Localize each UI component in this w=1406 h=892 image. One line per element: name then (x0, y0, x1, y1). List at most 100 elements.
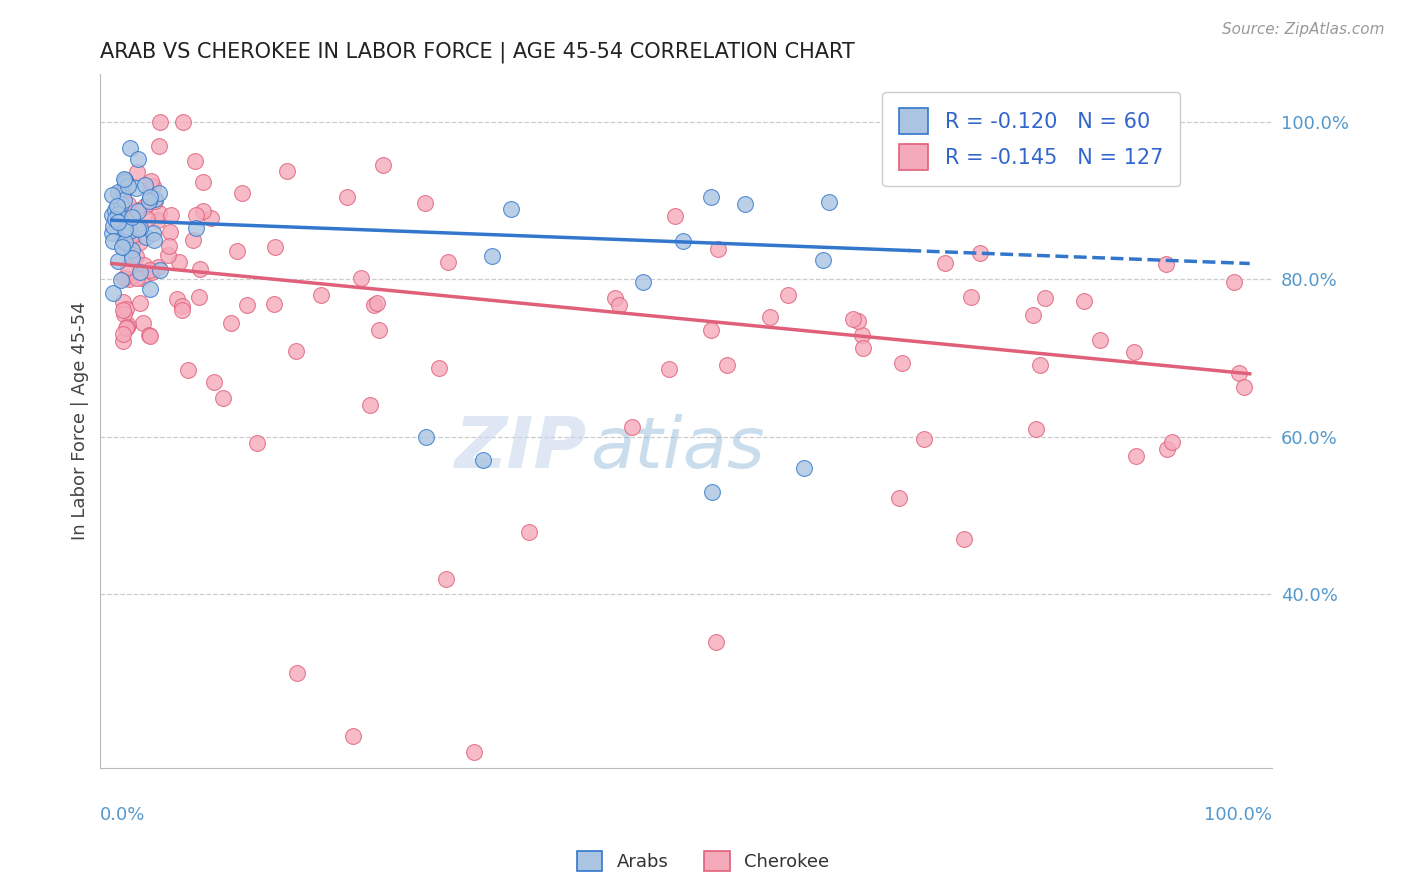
Text: atias: atias (591, 414, 765, 483)
Point (149, 114, 172, 128)
Point (1227, 366, 1250, 380)
Point (101, 208, 124, 222)
Point (953, 533, 976, 547)
Point (122, 232, 145, 246)
Point (121, 211, 143, 225)
Point (146, 260, 169, 274)
Point (231, 186, 253, 200)
Point (415, 430, 437, 444)
Point (114, 175, 136, 189)
Point (134, 200, 156, 214)
Point (108, 212, 131, 227)
Point (112, 295, 135, 310)
Point (115, 321, 138, 335)
Point (148, 139, 170, 153)
Point (115, 320, 138, 334)
Point (118, 225, 141, 239)
Point (350, 270, 373, 285)
Point (128, 265, 150, 279)
Point (112, 229, 135, 244)
Point (111, 240, 134, 254)
Point (118, 141, 141, 155)
Point (101, 226, 124, 240)
Point (157, 248, 180, 262)
Point (112, 217, 135, 231)
Point (121, 251, 143, 265)
Point (700, 485, 723, 500)
Point (226, 244, 249, 258)
Point (125, 270, 148, 285)
Point (811, 252, 834, 267)
Point (127, 153, 149, 167)
Point (245, 435, 267, 450)
Point (125, 202, 148, 217)
Point (700, 190, 723, 204)
Point (127, 222, 149, 236)
Point (148, 206, 170, 220)
Point (135, 230, 157, 244)
Point (1156, 442, 1178, 456)
Point (204, 376, 226, 390)
Point (285, 666, 308, 681)
Point (148, 186, 170, 201)
Point (851, 328, 873, 343)
Point (112, 271, 135, 285)
Point (631, 275, 654, 289)
Point (121, 243, 143, 257)
Point (891, 356, 914, 370)
Point (132, 316, 155, 330)
Point (149, 262, 172, 277)
Point (134, 199, 156, 213)
Point (114, 235, 136, 249)
Point (658, 361, 681, 376)
Text: Source: ZipAtlas.com: Source: ZipAtlas.com (1222, 22, 1385, 37)
Point (159, 225, 181, 239)
Point (127, 204, 149, 219)
Point (517, 524, 540, 539)
Point (716, 359, 738, 373)
Point (471, 453, 494, 467)
Point (110, 196, 132, 211)
Point (139, 328, 162, 343)
Point (188, 262, 211, 277)
Point (125, 249, 148, 263)
Point (1088, 333, 1111, 347)
Point (166, 293, 188, 307)
Point (481, 248, 503, 262)
Legend: Arabs, Cherokee: Arabs, Cherokee (569, 844, 837, 879)
Point (132, 258, 155, 272)
Point (187, 290, 209, 304)
Point (143, 192, 166, 206)
Point (170, 300, 193, 314)
Point (112, 186, 135, 201)
Point (212, 391, 235, 405)
Point (145, 194, 167, 208)
Point (117, 260, 139, 275)
Point (276, 164, 298, 178)
Point (139, 282, 162, 296)
Point (103, 285, 125, 300)
Point (112, 307, 135, 321)
Point (1025, 422, 1047, 436)
Point (852, 341, 875, 355)
Point (148, 213, 170, 227)
Point (134, 178, 156, 193)
Point (128, 296, 150, 310)
Point (818, 195, 841, 210)
Point (1233, 380, 1256, 394)
Point (138, 194, 160, 208)
Point (112, 326, 135, 341)
Point (138, 190, 160, 204)
Point (104, 202, 127, 217)
Point (200, 211, 222, 225)
Point (887, 491, 910, 505)
Point (848, 314, 870, 328)
Point (143, 233, 166, 247)
Point (336, 190, 359, 204)
Point (436, 254, 458, 268)
Point (159, 208, 181, 222)
Text: 100.0%: 100.0% (1205, 805, 1272, 824)
Point (142, 226, 165, 240)
Point (107, 186, 129, 200)
Point (172, 302, 194, 317)
